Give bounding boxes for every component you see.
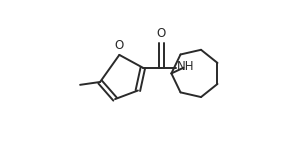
Text: NH: NH (176, 60, 194, 73)
Text: O: O (157, 27, 166, 40)
Text: O: O (115, 39, 124, 52)
